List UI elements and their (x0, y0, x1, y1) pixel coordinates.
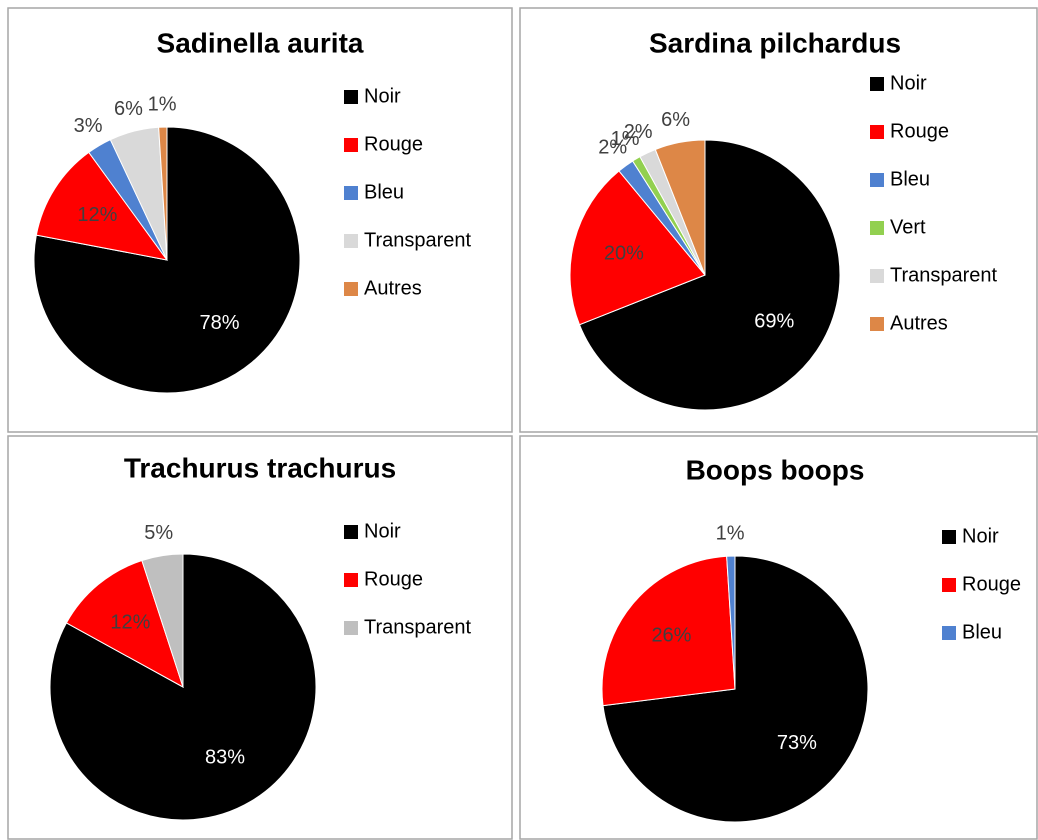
legend-label: Bleu (890, 168, 930, 190)
legend-label: Rouge (364, 133, 423, 155)
chart-title: Sardina pilchardus (649, 27, 901, 58)
legend-swatch (870, 173, 884, 187)
pie-slice (65, 559, 184, 689)
legend-label: Transparent (890, 264, 998, 286)
data-label: 73% (777, 732, 817, 754)
legend-swatch (942, 626, 956, 640)
legend-label: Autres (364, 277, 422, 299)
pie-slice (654, 139, 706, 276)
chart-title: Boops boops (686, 454, 865, 485)
legend-label: Bleu (962, 621, 1002, 643)
legend-swatch (942, 530, 956, 544)
legend-swatch (344, 573, 358, 587)
data-label: 6% (661, 109, 690, 131)
legend-swatch (344, 621, 358, 635)
data-label: 3% (74, 115, 103, 137)
data-label: 26% (651, 625, 691, 647)
pie-slice (569, 170, 706, 326)
legend-label: Rouge (962, 573, 1021, 595)
legend-swatch (344, 234, 358, 248)
data-label: 12% (77, 204, 117, 226)
data-label: 12% (110, 612, 150, 634)
data-label: 1% (148, 93, 177, 115)
legend-label: Noir (890, 72, 927, 94)
legend-label: Rouge (890, 120, 949, 142)
legend-label: Noir (364, 520, 401, 542)
legend-swatch (344, 282, 358, 296)
legend-swatch (870, 221, 884, 235)
pie-slice (602, 555, 869, 823)
pie-slice (578, 139, 841, 411)
legend-swatch (344, 90, 358, 104)
legend-label: Noir (962, 525, 999, 547)
legend-label: Transparent (364, 229, 472, 251)
legend-label: Rouge (364, 568, 423, 590)
legend-swatch (870, 269, 884, 283)
legend-swatch (344, 186, 358, 200)
legend-swatch (344, 138, 358, 152)
data-label: 2% (598, 136, 627, 158)
legend-label: Bleu (364, 181, 404, 203)
pie-slice (35, 151, 169, 261)
legend-label: Autres (890, 312, 948, 334)
legend-swatch (870, 77, 884, 91)
chart-title: Trachurus trachurus (124, 452, 396, 483)
legend-swatch (942, 578, 956, 592)
pie-slice (158, 126, 168, 261)
data-label: 20% (604, 242, 644, 264)
legend-label: Transparent (364, 616, 472, 638)
data-label: 1% (716, 522, 745, 544)
data-label: 1% (611, 128, 640, 150)
data-label: 69% (754, 310, 794, 332)
pie-slice (601, 555, 736, 707)
legend-swatch (870, 125, 884, 139)
pie-slice (726, 555, 736, 690)
legend-label: Vert (890, 216, 926, 238)
data-label: 5% (144, 522, 173, 544)
legend-swatch (344, 525, 358, 539)
legend-label: Noir (364, 85, 401, 107)
legend-swatch (870, 317, 884, 331)
data-label: 78% (200, 312, 240, 334)
pie-slice (141, 553, 184, 688)
data-label: 2% (624, 121, 653, 143)
chart-title: Sadinella aurita (157, 27, 364, 58)
data-label: 83% (205, 746, 245, 768)
data-label: 6% (114, 98, 143, 120)
